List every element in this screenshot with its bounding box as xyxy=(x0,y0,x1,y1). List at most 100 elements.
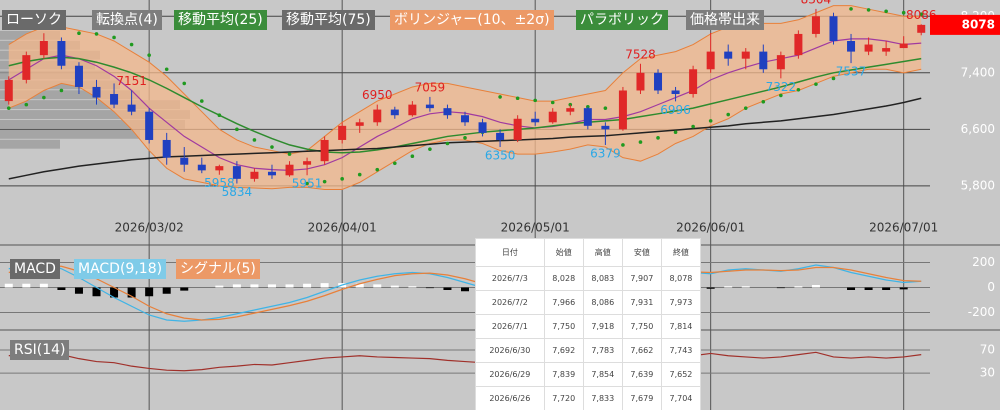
legend-button[interactable]: パラボリック xyxy=(576,10,668,30)
column-header: 始値 xyxy=(543,238,584,267)
candle-body xyxy=(478,122,487,133)
legend-button[interactable]: 移動平均(25) xyxy=(174,10,267,30)
y-tick-label: -200 xyxy=(968,305,995,319)
parabolic-dot xyxy=(796,87,801,92)
macd-histogram-bar xyxy=(864,287,873,290)
legend-button[interactable]: 移動平均(75) xyxy=(282,10,375,30)
table-cell: 7,692 xyxy=(543,338,584,363)
macd-histogram-bar xyxy=(110,287,119,298)
macd-histogram-bar xyxy=(811,285,820,288)
table-cell: 2026/6/26 xyxy=(475,386,545,410)
candle-body xyxy=(92,86,101,98)
macd-histogram-bar xyxy=(899,287,908,290)
table-cell: 7,652 xyxy=(660,362,702,387)
volume-profile-bar xyxy=(0,119,185,129)
legend-button[interactable]: 転換点(4) xyxy=(92,10,162,30)
candle-body xyxy=(250,171,259,179)
parabolic-dot xyxy=(463,136,467,140)
macd-histogram-bar xyxy=(250,284,259,288)
x-tick-label: 2026/06/01 xyxy=(676,221,745,235)
macd-histogram-bar xyxy=(461,287,469,292)
table-cell: 7,814 xyxy=(660,314,702,339)
candle-body xyxy=(197,164,206,171)
macd-histogram-bar xyxy=(882,287,891,290)
parabolic-dot xyxy=(708,119,713,123)
candle-body xyxy=(127,104,136,112)
macd-histogram-bar xyxy=(180,287,189,291)
table-cell: 2026/7/3 xyxy=(475,266,545,291)
table-cell: 7,743 xyxy=(660,338,702,363)
y-tick-label: 70 xyxy=(980,343,995,357)
legend-button[interactable]: RSI(14) xyxy=(10,340,70,360)
candle-body xyxy=(566,108,575,112)
parabolic-dot xyxy=(498,95,502,99)
column-header: 終値 xyxy=(660,238,702,267)
legend-button[interactable]: ボリンジャー(10、±2σ) xyxy=(390,10,554,30)
volume-profile-bar xyxy=(0,110,190,119)
legend-button[interactable]: MACD xyxy=(10,259,60,279)
pivot-low-label: 7537 xyxy=(836,65,867,79)
legend-button[interactable]: 価格帯出来 xyxy=(686,10,764,30)
volume-profile-bar xyxy=(0,80,120,90)
parabolic-dot xyxy=(42,95,46,100)
candle-body xyxy=(320,139,329,162)
legend-button[interactable]: MACD(9,18) xyxy=(74,259,167,279)
parabolic-dot xyxy=(129,42,134,47)
macd-histogram-bar xyxy=(794,286,803,288)
bollinger-lower xyxy=(8,68,922,190)
table-cell: 7,750 xyxy=(621,314,662,339)
volume-profile-bar xyxy=(0,100,180,110)
parabolic-dot xyxy=(638,140,643,144)
candle-body xyxy=(864,44,873,52)
macd-histogram-bar xyxy=(776,287,785,289)
table-cell: 7,918 xyxy=(582,314,623,339)
parabolic-dot xyxy=(270,145,274,149)
x-tick-label: 2026/03/02 xyxy=(115,221,184,235)
table-cell: 7,833 xyxy=(582,386,623,410)
candle-body xyxy=(671,90,680,95)
candle-body xyxy=(882,48,891,52)
table-header: 日付 始値 高値 安値 終値 xyxy=(475,238,702,267)
moving-average xyxy=(8,56,922,154)
parabolic-dot xyxy=(568,102,573,107)
volume-profile-bar xyxy=(0,90,140,100)
y-tick-label: 7,400 xyxy=(961,65,995,79)
parabolic-dot xyxy=(691,124,695,129)
volume-profile-bar xyxy=(0,139,60,149)
macd-histogram-bar xyxy=(724,286,733,288)
legend-button[interactable]: シグナル(5) xyxy=(176,259,260,279)
table-cell: 2026/7/1 xyxy=(475,314,545,339)
legend-button[interactable]: ローソク xyxy=(2,10,66,30)
parabolic-dot xyxy=(814,82,818,86)
candle-body xyxy=(829,16,838,41)
candle-body xyxy=(741,51,750,59)
candle-body xyxy=(215,166,224,171)
pivot-low-label: 5951 xyxy=(292,177,323,191)
candle-body xyxy=(706,51,715,70)
candle-body xyxy=(408,104,417,116)
volume-profile-bar xyxy=(0,129,140,139)
x-tick-label: 2026/07/01 xyxy=(869,221,938,235)
parabolic-dot xyxy=(24,102,29,107)
parabolic-dot xyxy=(147,53,151,57)
pivot-low-label: 7322 xyxy=(766,80,797,94)
candle-body xyxy=(162,139,171,158)
pivot-high-label: 7059 xyxy=(415,80,446,94)
parabolic-dot xyxy=(217,113,222,118)
candle-body xyxy=(689,69,698,95)
parabolic-dot xyxy=(77,31,81,36)
table-cell: 8,086 xyxy=(582,290,623,315)
candle-body xyxy=(39,41,48,56)
macd-histogram-bar xyxy=(127,287,136,298)
table-cell: 7,662 xyxy=(621,338,662,363)
macd-histogram-bar xyxy=(57,287,66,290)
candle-body xyxy=(654,72,663,91)
candle-body xyxy=(636,72,645,91)
bollinger-upper xyxy=(8,5,922,155)
parabolic-dot xyxy=(428,147,432,151)
parabolic-dot xyxy=(726,112,731,117)
parabolic-dot xyxy=(919,12,924,16)
candle-body xyxy=(496,132,505,140)
macd-histogram-bar xyxy=(267,284,276,288)
